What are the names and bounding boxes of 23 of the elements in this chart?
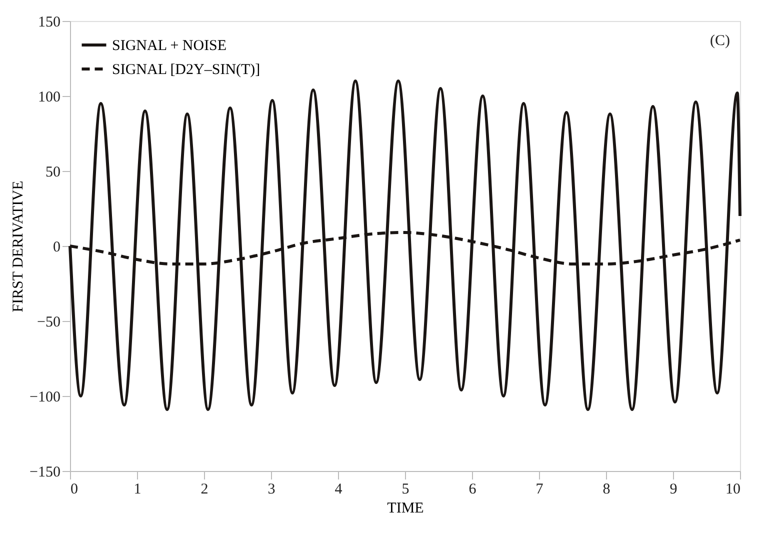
y-tick-label: 100 (38, 90, 60, 106)
x-tick-label: 10 (726, 482, 740, 498)
x-tick-label: 9 (670, 482, 678, 498)
y-tick-label: −100 (30, 390, 60, 406)
x-tick-label: 4 (334, 482, 343, 498)
x-tick-label: 8 (602, 482, 610, 498)
y-tick-label: −150 (30, 464, 60, 480)
annotation: (C) (710, 33, 730, 49)
y-tick-label: −50 (37, 314, 60, 330)
y-tick-label: 150 (38, 14, 60, 30)
y-tick-label: 50 (46, 164, 60, 180)
x-tick-label: 1 (134, 482, 142, 498)
x-tick-label: 6 (468, 482, 477, 498)
y-axis-title: FIRST DERIVATIVE (10, 180, 27, 312)
y-tick-label: 0 (53, 240, 60, 256)
x-tick-label: 3 (268, 482, 276, 498)
x-axis-title: TIME (387, 500, 424, 516)
x-tick-label: 7 (536, 482, 544, 498)
x-tick-label: 2 (200, 482, 208, 498)
legend-label: SIGNAL [D2Y–SIN(T)] (112, 62, 260, 78)
x-tick-label: 5 (402, 482, 410, 498)
x-tick-label: 0 (70, 482, 78, 498)
legend-label: SIGNAL + NOISE (112, 38, 227, 54)
